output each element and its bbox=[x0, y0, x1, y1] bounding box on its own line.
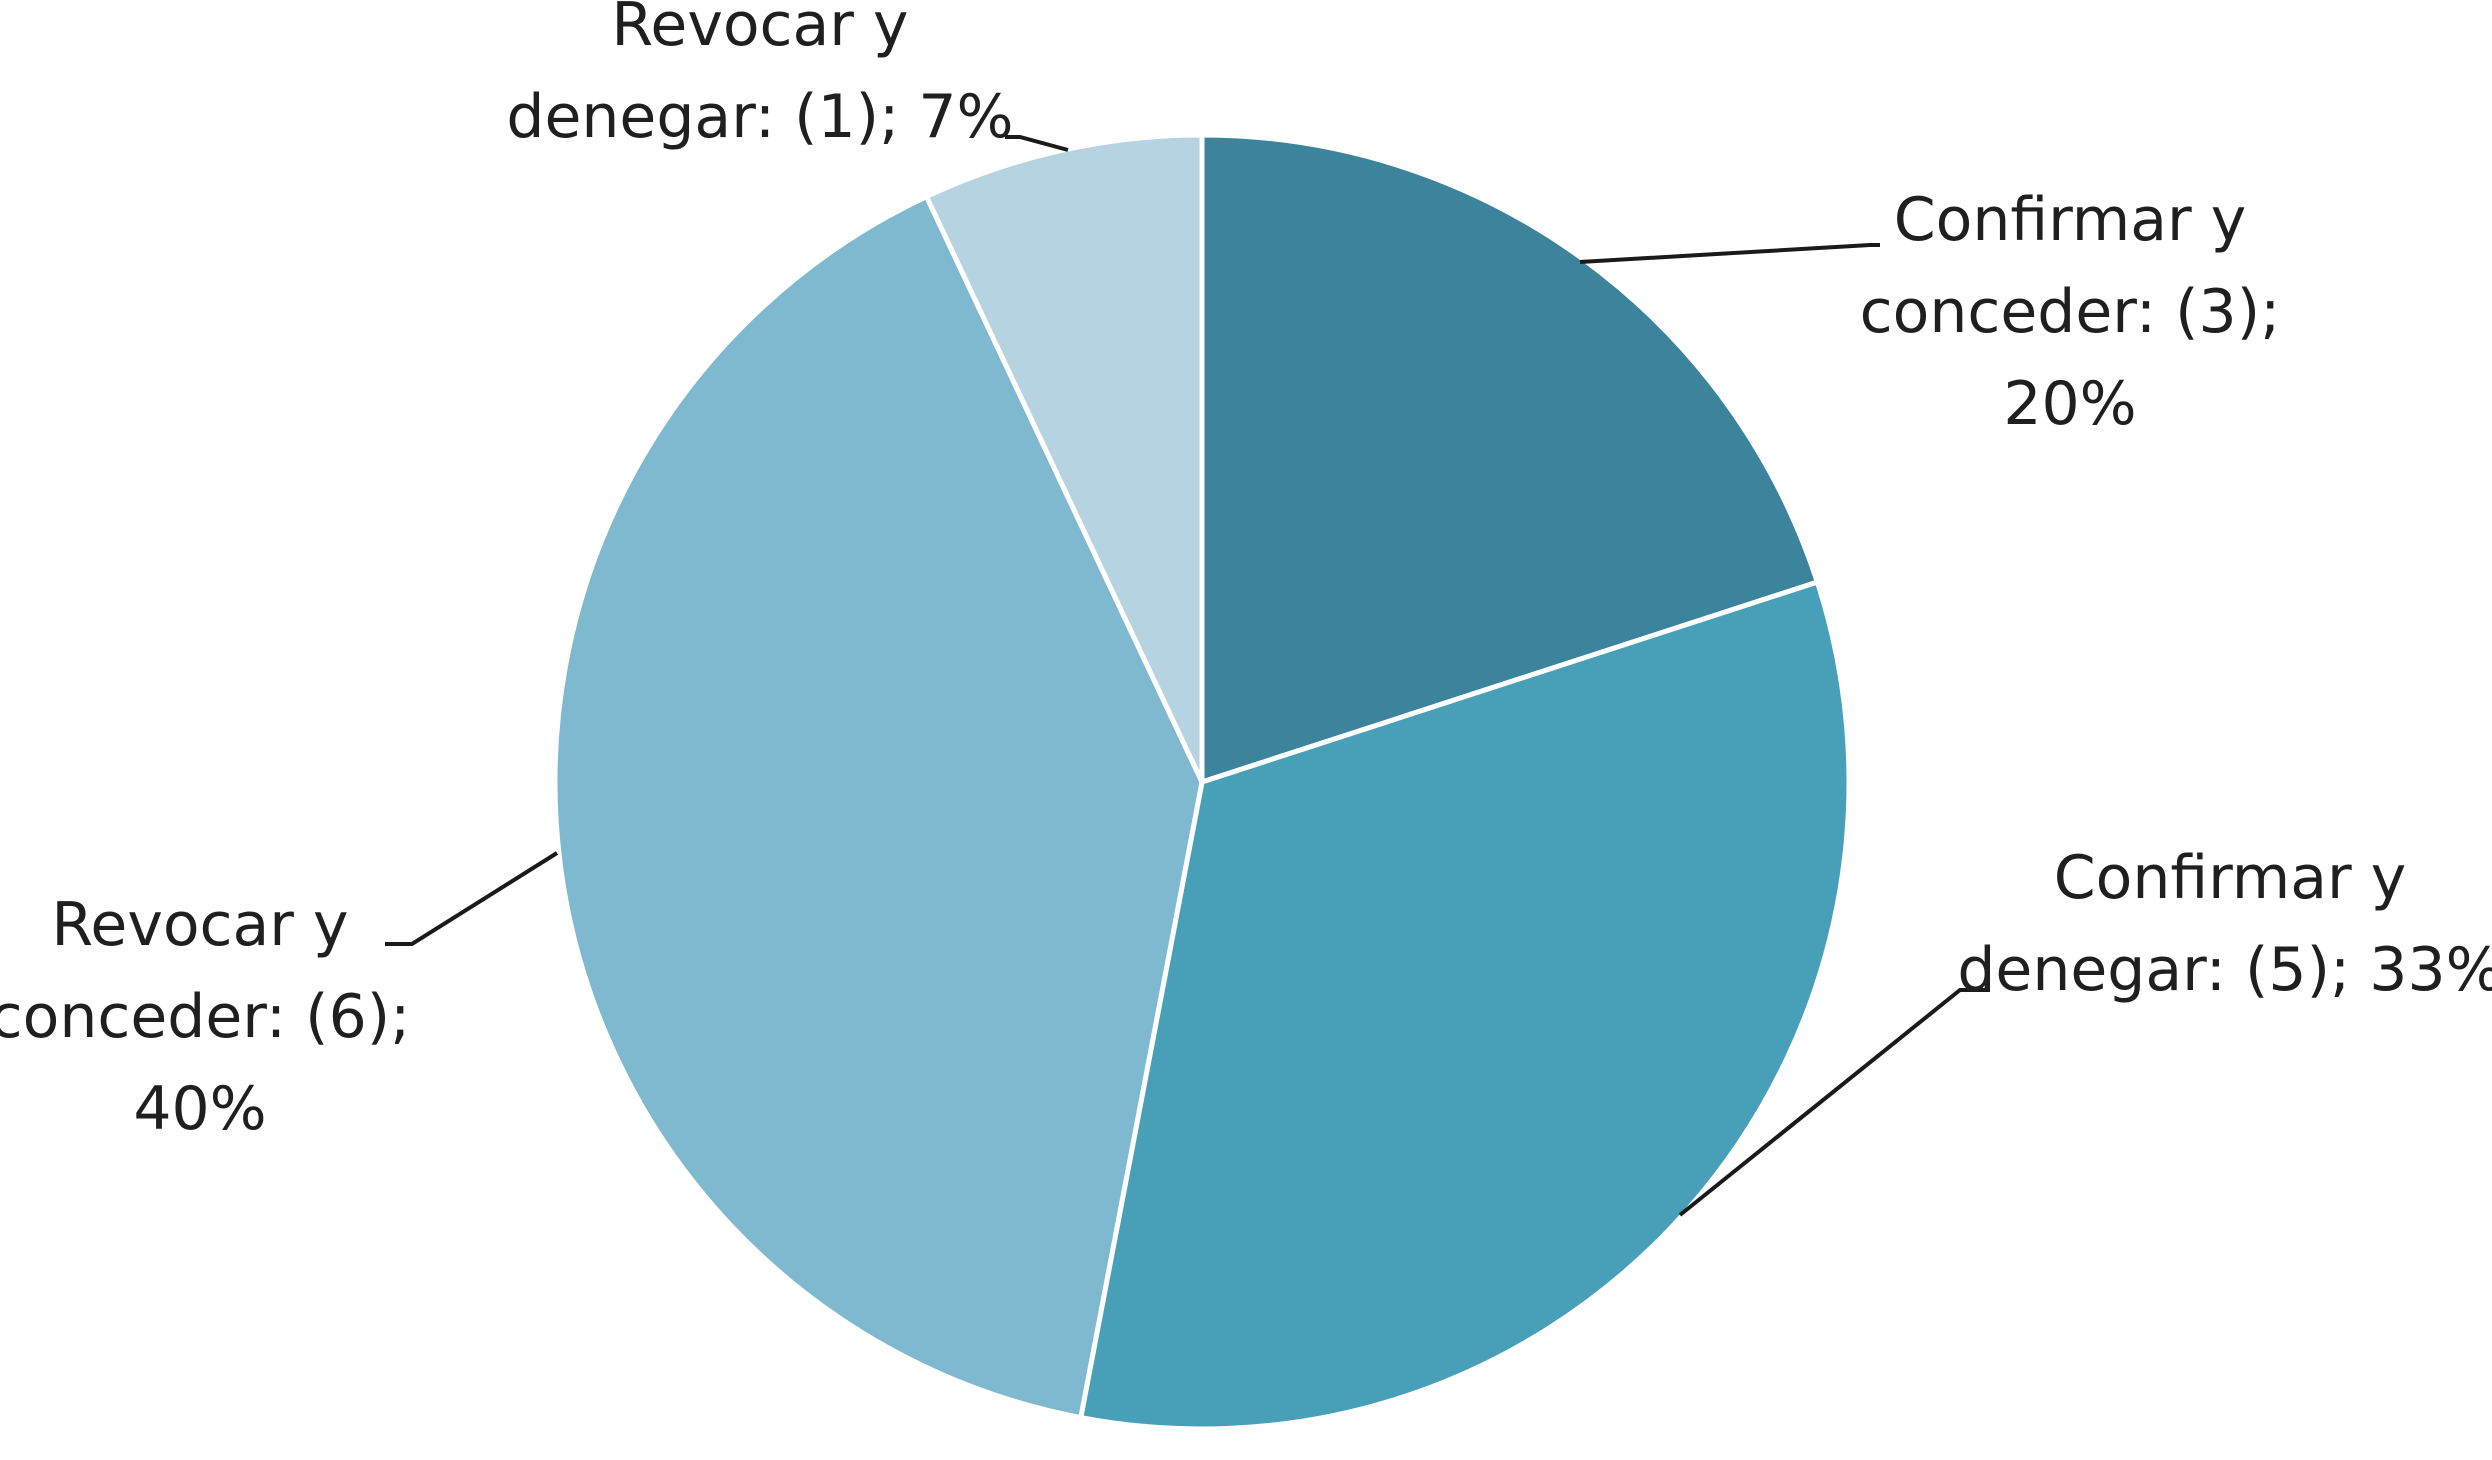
data-label-revocar-y-denegar: Revocar y denegar: (1); 7% bbox=[506, 0, 1013, 152]
data-label-line: 40% bbox=[133, 1074, 266, 1144]
leader-line-1 bbox=[1579, 243, 1880, 264]
data-label-line: Revocar y bbox=[611, 0, 908, 60]
pie-slice-confirmar-y-conceder bbox=[1199, 132, 1821, 786]
pie-slice-revocar-y-conceder bbox=[552, 193, 1205, 1421]
data-label-line: Confirmar y bbox=[1894, 185, 2247, 255]
leader-line-4 bbox=[1005, 135, 1069, 152]
data-label-confirmar-y-conceder: Confirmar y conceder: (3); 20% bbox=[1860, 185, 2281, 439]
pie-slice-revocar-y-denegar bbox=[923, 132, 1205, 784]
data-label-line: denegar: (1); 7% bbox=[506, 82, 1013, 152]
data-label-line: denegar: (5); 33% bbox=[1957, 935, 2492, 1005]
data-label-line: conceder: (6); bbox=[0, 982, 410, 1052]
data-label-line: conceder: (3); bbox=[1860, 277, 2281, 347]
data-label-revocar-y-conceder: Revocar y conceder: (6); 40% bbox=[0, 890, 410, 1144]
leader-line-3 bbox=[385, 851, 559, 946]
data-label-line: Confirmar y bbox=[2054, 843, 2407, 913]
data-label-line: Revocar y bbox=[51, 890, 348, 960]
data-label-line: 20% bbox=[2003, 369, 2136, 439]
leader-line-2 bbox=[1678, 988, 1990, 1217]
data-label-confirmar-y-denegar: Confirmar y denegar: (5); 33% bbox=[1957, 843, 2492, 1005]
